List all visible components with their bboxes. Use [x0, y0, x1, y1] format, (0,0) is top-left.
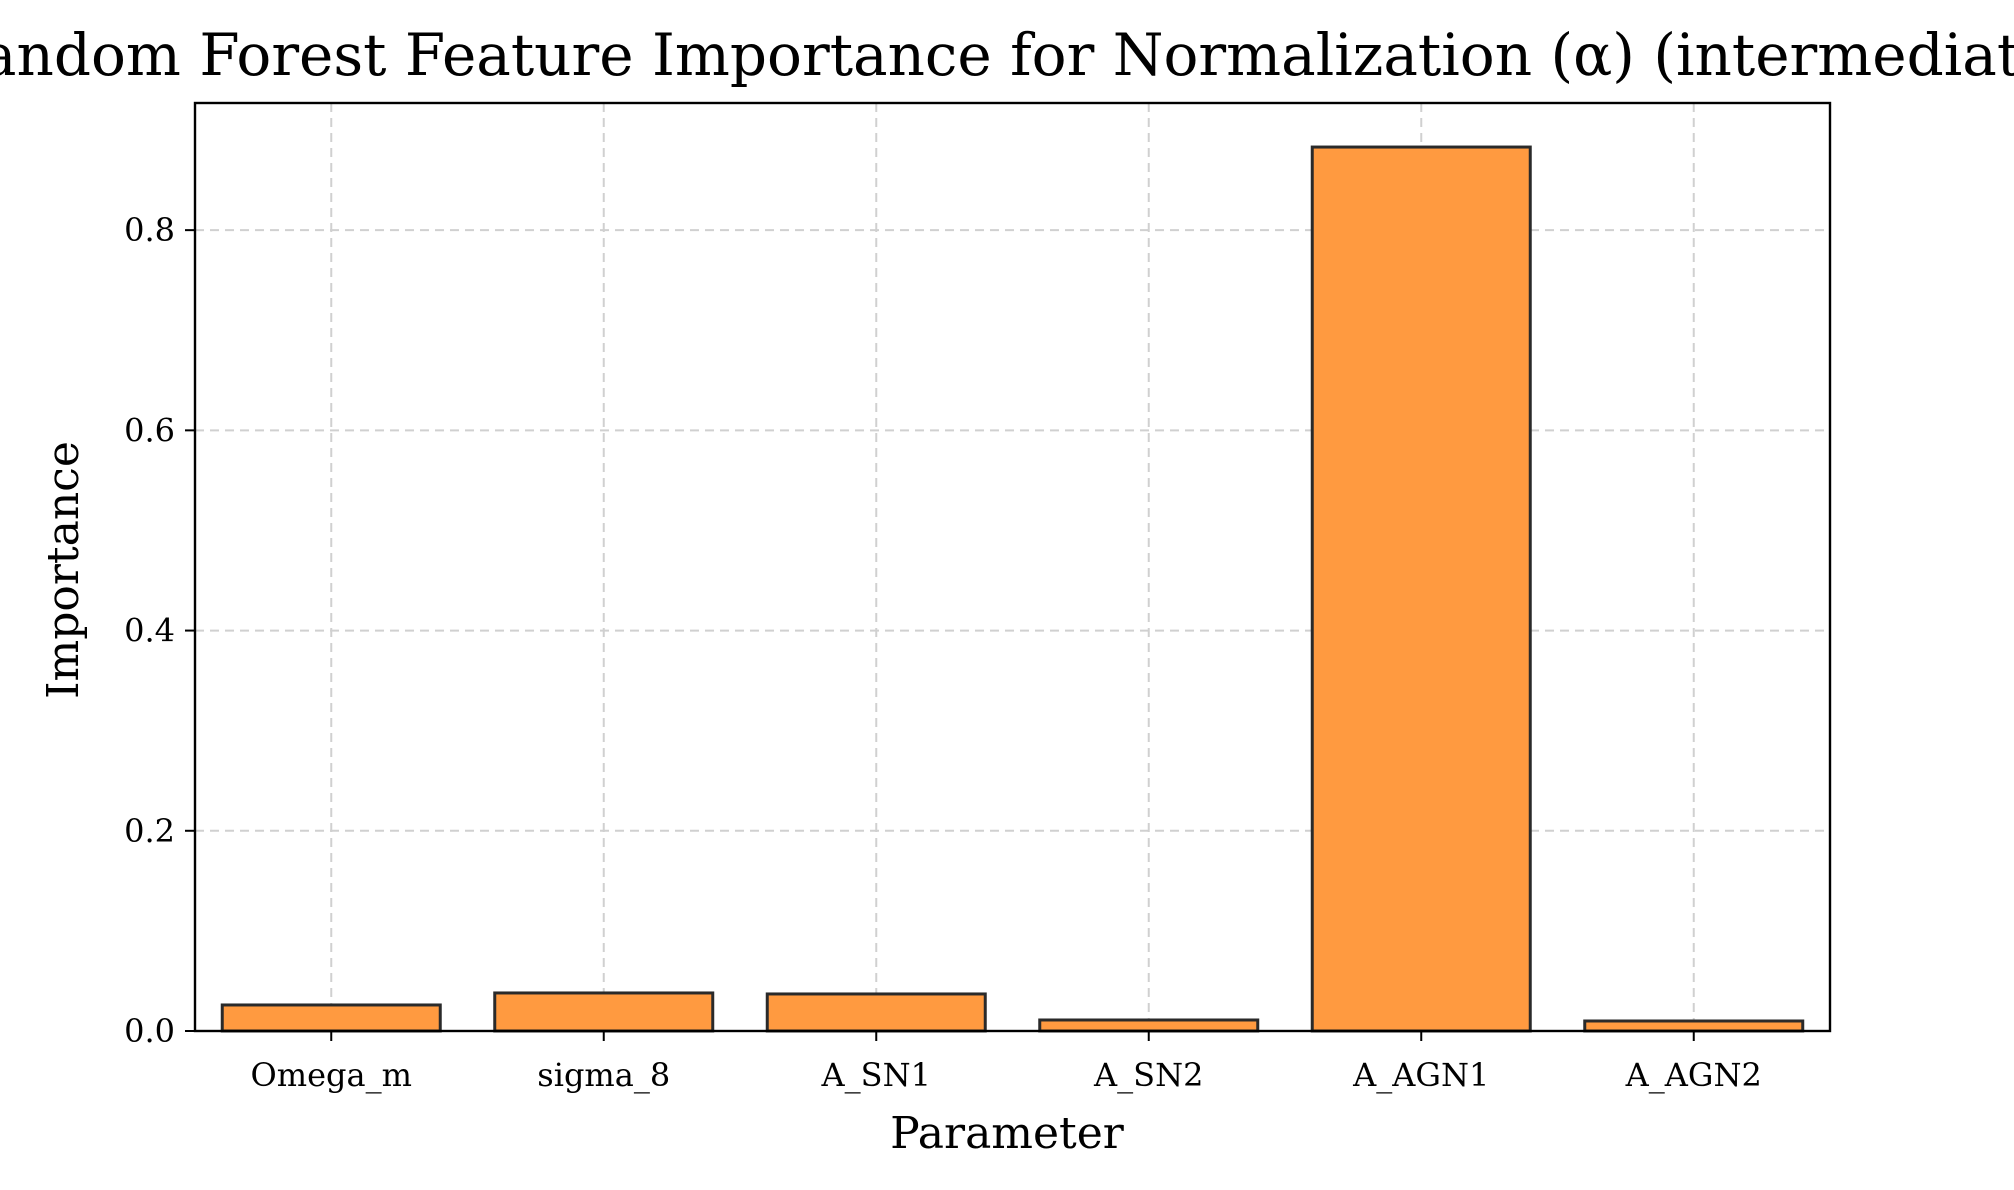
y-tick-label: 0.0: [124, 1012, 175, 1050]
y-tick-label: 0.2: [124, 812, 175, 850]
chart-title: Random Forest Feature Importance for Nor…: [0, 21, 2014, 89]
bar-a-agn2: [1583, 1019, 1805, 1033]
x-axis-ticks: Omega_m sigma_8 A_SN1 A_SN2 A_AGN1 A_AGN2: [251, 1031, 1762, 1094]
bars: [220, 145, 1805, 1033]
x-tick-label: A_SN2: [1093, 1056, 1203, 1094]
bar-a-agn1: [1310, 145, 1532, 1033]
x-tick-label: A_AGN2: [1625, 1056, 1762, 1094]
x-tick-label: A_AGN1: [1352, 1056, 1489, 1094]
bar-a-sn1: [765, 992, 987, 1033]
bar-sigma-8: [493, 991, 715, 1033]
y-tick-label: 0.8: [124, 211, 175, 249]
bar-a-sn2: [1038, 1018, 1260, 1033]
x-tick-label: sigma_8: [537, 1056, 670, 1094]
bar-omega-m: [220, 1003, 442, 1033]
y-tick-label: 0.4: [124, 612, 175, 650]
plot-frame: [193, 101, 1832, 1033]
x-axis-label: Parameter: [890, 1108, 1125, 1159]
y-tick-label: 0.6: [124, 411, 175, 449]
x-tick-label: Omega_m: [251, 1056, 412, 1094]
y-axis-label: Importance: [38, 441, 89, 699]
y-axis-ticks: 0.0 0.2 0.4 0.6 0.8: [124, 211, 195, 1050]
x-tick-label: A_SN1: [821, 1056, 931, 1094]
grid-lines: [195, 103, 1830, 1032]
